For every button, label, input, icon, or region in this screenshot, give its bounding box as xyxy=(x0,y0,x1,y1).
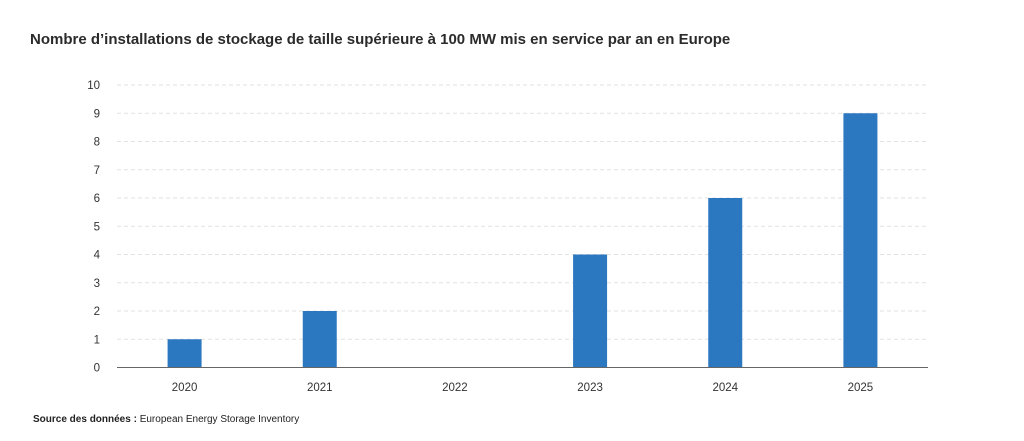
bar xyxy=(573,254,608,368)
y-tick-label: 8 xyxy=(94,137,100,149)
source-note: Source des données : European Energy Sto… xyxy=(33,414,299,425)
y-tick-label: 6 xyxy=(94,193,100,205)
y-tick-label: 0 xyxy=(94,363,100,375)
x-tick-label: 2025 xyxy=(848,382,874,394)
bar xyxy=(708,198,743,368)
y-tick-label: 3 xyxy=(94,278,100,290)
y-tick-label: 1 xyxy=(94,334,100,346)
x-tick-label: 2023 xyxy=(577,382,603,394)
chart-title: Nombre d’installations de stockage de ta… xyxy=(30,31,731,48)
source-text: European Energy Storage Inventory xyxy=(139,414,300,425)
x-tick-label: 2020 xyxy=(172,382,198,394)
y-tick-label: 4 xyxy=(94,250,101,262)
y-tick-label: 5 xyxy=(94,221,100,233)
bar xyxy=(167,339,202,368)
x-tick-label: 2021 xyxy=(307,382,333,394)
y-tick-label: 7 xyxy=(94,165,100,177)
y-tick-label: 10 xyxy=(87,80,100,92)
y-tick-label: 9 xyxy=(94,108,100,120)
x-tick-label: 2024 xyxy=(712,382,738,394)
x-tick-label: 2022 xyxy=(442,382,468,394)
y-tick-label: 2 xyxy=(94,306,100,318)
bar xyxy=(843,113,878,368)
bar xyxy=(302,311,337,368)
source-label: Source des données : xyxy=(33,414,137,425)
